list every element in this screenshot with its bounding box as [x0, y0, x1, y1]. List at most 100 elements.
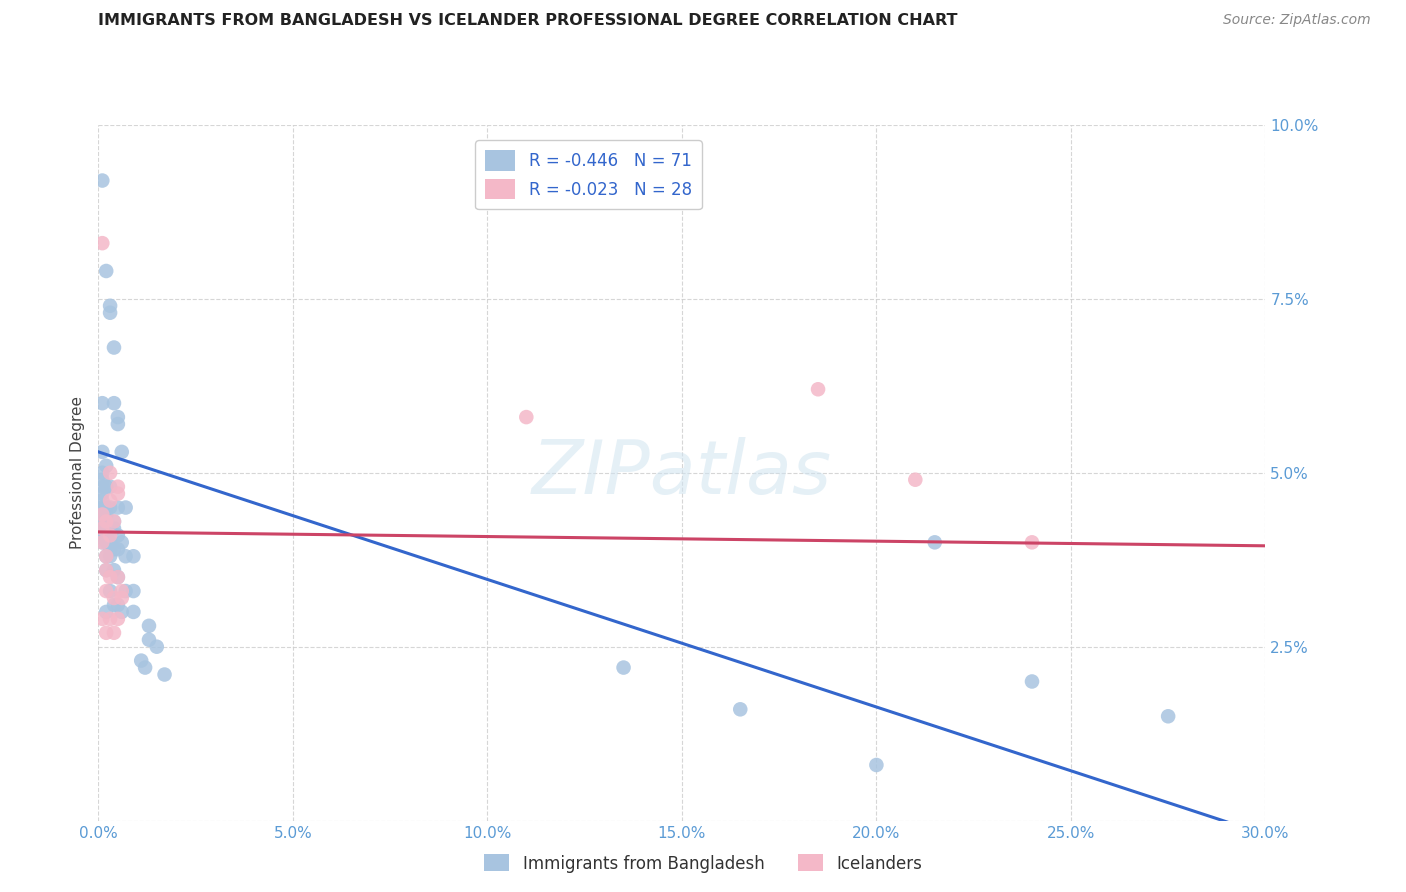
Point — [98, 500, 121, 515]
Point — [122, 605, 145, 619]
Point — [91, 508, 114, 522]
Point — [107, 598, 129, 612]
Point — [96, 515, 118, 529]
Point — [111, 605, 134, 619]
Point — [1021, 674, 1043, 689]
Point — [91, 236, 114, 251]
Point — [114, 549, 136, 564]
Point — [91, 535, 114, 549]
Point — [134, 660, 156, 674]
Point — [91, 396, 114, 410]
Point — [96, 549, 118, 564]
Point — [103, 515, 125, 529]
Point — [96, 508, 118, 522]
Point — [129, 654, 152, 668]
Point — [114, 500, 136, 515]
Point — [98, 306, 121, 320]
Point — [98, 542, 121, 557]
Point — [98, 570, 121, 584]
Point — [98, 612, 121, 626]
Point — [1157, 709, 1180, 723]
Point — [96, 625, 118, 640]
Point — [91, 500, 114, 515]
Point — [103, 341, 125, 355]
Point — [114, 584, 136, 599]
Point — [96, 480, 118, 494]
Legend: R = -0.446   N = 71, R = -0.023   N = 28: R = -0.446 N = 71, R = -0.023 N = 28 — [475, 140, 702, 209]
Point — [107, 486, 129, 500]
Point — [111, 535, 134, 549]
Point — [96, 535, 118, 549]
Point — [107, 480, 129, 494]
Point — [107, 417, 129, 431]
Point — [91, 612, 114, 626]
Point — [91, 445, 114, 459]
Point — [96, 563, 118, 577]
Point — [96, 515, 118, 529]
Point — [98, 528, 121, 542]
Point — [98, 535, 121, 549]
Point — [107, 570, 129, 584]
Point — [111, 584, 134, 599]
Point — [865, 758, 887, 772]
Point — [103, 563, 125, 577]
Point — [96, 605, 118, 619]
Point — [107, 612, 129, 626]
Point — [96, 584, 118, 599]
Point — [91, 173, 114, 187]
Point — [91, 480, 114, 494]
Point — [146, 640, 169, 654]
Point — [103, 591, 125, 605]
Point — [91, 466, 114, 480]
Point — [138, 619, 160, 633]
Point — [98, 584, 121, 599]
Point — [91, 521, 114, 535]
Point — [91, 473, 114, 487]
Point — [91, 528, 114, 542]
Point — [91, 508, 114, 522]
Text: IMMIGRANTS FROM BANGLADESH VS ICELANDER PROFESSIONAL DEGREE CORRELATION CHART: IMMIGRANTS FROM BANGLADESH VS ICELANDER … — [98, 13, 957, 29]
Point — [107, 542, 129, 557]
Point — [96, 264, 118, 278]
Point — [107, 410, 129, 425]
Point — [98, 466, 121, 480]
Point — [98, 521, 121, 535]
Point — [924, 535, 946, 549]
Text: ZIPatlas: ZIPatlas — [531, 437, 832, 508]
Point — [111, 445, 134, 459]
Point — [107, 528, 129, 542]
Point — [96, 528, 118, 542]
Text: Source: ZipAtlas.com: Source: ZipAtlas.com — [1223, 13, 1371, 28]
Legend: Immigrants from Bangladesh, Icelanders: Immigrants from Bangladesh, Icelanders — [478, 847, 928, 880]
Point — [107, 500, 129, 515]
Point — [613, 660, 636, 674]
Point — [98, 493, 121, 508]
Point — [807, 382, 830, 396]
Point — [103, 396, 125, 410]
Point — [1021, 535, 1043, 549]
Point — [91, 535, 114, 549]
Point — [103, 542, 125, 557]
Point — [98, 549, 121, 564]
Point — [96, 500, 118, 515]
Point — [103, 521, 125, 535]
Point — [91, 515, 114, 529]
Point — [138, 632, 160, 647]
Point — [515, 410, 537, 425]
Point — [96, 549, 118, 564]
Point — [91, 493, 114, 508]
Point — [98, 480, 121, 494]
Point — [96, 521, 118, 535]
Point — [730, 702, 752, 716]
Point — [153, 667, 176, 681]
Point — [91, 521, 114, 535]
Point — [111, 591, 134, 605]
Point — [96, 563, 118, 577]
Point — [122, 549, 145, 564]
Point — [103, 598, 125, 612]
Point — [91, 486, 114, 500]
Y-axis label: Professional Degree: Professional Degree — [70, 396, 86, 549]
Point — [122, 584, 145, 599]
Point — [98, 299, 121, 313]
Point — [96, 458, 118, 473]
